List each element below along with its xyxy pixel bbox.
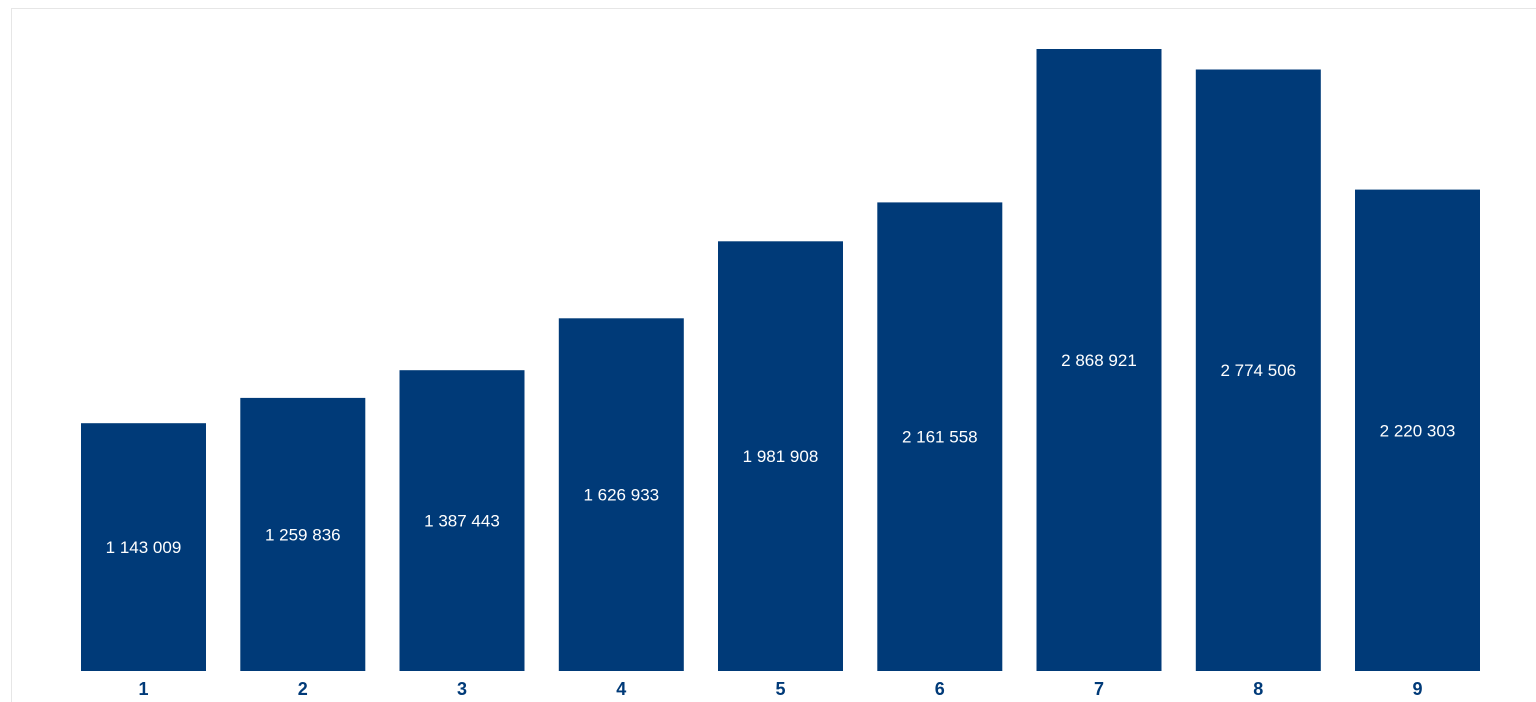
x-tick-label-8: 8 [1253,679,1263,699]
x-tick-label-3: 3 [457,679,467,699]
bar-3 [399,370,525,671]
data-label-3: 1 387 443 [424,512,500,531]
bars-group [81,49,1480,672]
data-label-9: 2 220 303 [1380,421,1456,440]
data-label-4: 1 626 933 [583,486,659,505]
bar-2 [240,397,366,671]
bar-9 [1355,189,1480,671]
x-tick-label-7: 7 [1094,679,1104,699]
value-labels-group: 1 143 009 1 259 836 1 387 443 1 626 933 1 98… [106,351,1456,557]
x-tick-label-9: 9 [1412,679,1422,699]
bar-4 [558,318,684,671]
x-tick-label-2: 2 [298,679,308,699]
bar-5 [718,241,843,672]
data-label-7: 2 868 921 [1061,351,1137,370]
data-label-2: 1 259 836 [265,525,341,544]
x-tick-label-1: 1 [138,679,148,699]
bar-6 [877,202,1003,671]
data-label-8: 2 774 506 [1220,361,1296,380]
x-tick-label-5: 5 [775,679,785,699]
data-label-1: 1 143 009 [106,538,182,557]
data-label-5: 1 981 908 [743,447,819,466]
bar-8 [1195,69,1321,671]
chart-frame [11,8,1536,702]
bar-1 [81,423,206,671]
x-axis-ticks: 1 2 3 4 5 6 7 8 9 [138,679,1422,699]
bar-7 [1036,49,1162,671]
x-tick-label-6: 6 [935,679,945,699]
x-tick-label-4: 4 [616,679,626,699]
data-label-6: 2 161 558 [902,428,978,447]
